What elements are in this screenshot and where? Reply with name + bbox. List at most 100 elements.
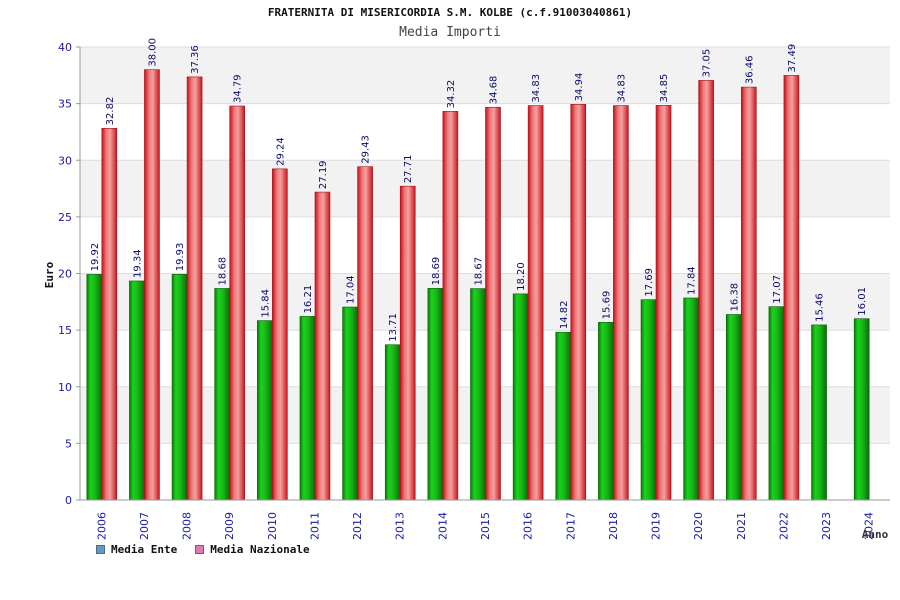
y-tick-label: 15 bbox=[58, 324, 72, 337]
bar-nazionale-2014 bbox=[442, 111, 459, 501]
data-label: 36.46 bbox=[744, 55, 755, 84]
bar-ente-2022 bbox=[768, 306, 785, 501]
chart-subtitle: Media Importi bbox=[399, 25, 501, 40]
bar-nazionale-2020 bbox=[698, 80, 714, 501]
y-axis: 0 5 10 15 20 25 30 35 40 bbox=[58, 41, 81, 507]
y-tick-label: 10 bbox=[58, 381, 72, 394]
bar-nazionale-2006 bbox=[101, 128, 118, 501]
bar-nazionale-2013 bbox=[399, 185, 416, 501]
x-axis: 2006 2007 2008 2009 2010 2011 2012 2013 2014 2015… bbox=[80, 499, 890, 540]
data-label: 34.83 bbox=[616, 74, 627, 103]
data-label: 16.38 bbox=[729, 283, 740, 312]
data-label: 29.24 bbox=[275, 137, 286, 166]
data-label: 15.46 bbox=[815, 293, 826, 322]
x-tick-label: 2008 bbox=[181, 512, 194, 540]
x-tick-label: 2016 bbox=[522, 512, 535, 540]
data-label: 37.36 bbox=[190, 45, 201, 74]
bar-ente-2019 bbox=[640, 299, 657, 501]
bar-nazionale-2007 bbox=[144, 69, 160, 501]
bar-ente-2023 bbox=[811, 324, 827, 501]
data-label: 19.92 bbox=[90, 243, 101, 272]
data-label: 34.32 bbox=[446, 80, 457, 109]
bar-nazionale-2018 bbox=[613, 105, 629, 501]
bar-ente-2008 bbox=[171, 273, 188, 501]
bar-ente-2009 bbox=[214, 288, 231, 501]
data-label: 17.84 bbox=[687, 266, 698, 295]
x-tick-label: 2020 bbox=[692, 512, 705, 540]
legend-item-nazionale: Media Nazionale bbox=[195, 543, 310, 556]
bar-ente-2024 bbox=[853, 318, 870, 501]
data-label: 34.79 bbox=[233, 74, 244, 103]
legend-label-nazionale: Media Nazionale bbox=[210, 543, 310, 556]
data-label: 18.20 bbox=[516, 262, 527, 291]
data-label: 14.82 bbox=[559, 301, 570, 330]
x-axis-label: Anno bbox=[862, 528, 889, 541]
x-tick-label: 2023 bbox=[820, 512, 833, 540]
bar-nazionale-2011 bbox=[314, 191, 331, 501]
data-label: 34.85 bbox=[659, 74, 670, 103]
bar-ente-2006 bbox=[86, 274, 103, 501]
data-label: 17.04 bbox=[346, 275, 357, 304]
data-label: 38.00 bbox=[147, 38, 158, 67]
y-axis-label: Euro bbox=[43, 261, 56, 288]
legend-label-ente: Media Ente bbox=[111, 543, 178, 556]
data-label: 15.69 bbox=[601, 291, 612, 320]
data-label: 16.21 bbox=[303, 285, 314, 314]
x-tick-label: 2017 bbox=[564, 512, 577, 540]
y-tick-label: 25 bbox=[58, 211, 72, 224]
y-tick-label: 35 bbox=[58, 98, 72, 111]
x-tick-label: 2022 bbox=[777, 512, 790, 540]
bar-nazionale-2022 bbox=[783, 75, 800, 501]
data-label: 15.84 bbox=[260, 289, 271, 318]
data-label: 37.49 bbox=[787, 44, 798, 73]
x-tick-label: 2012 bbox=[351, 512, 364, 540]
bar-nazionale-2021 bbox=[740, 86, 757, 501]
data-label: 32.82 bbox=[105, 97, 116, 126]
bar-nazionale-2019 bbox=[655, 105, 672, 501]
y-tick-label: 5 bbox=[65, 437, 72, 450]
chart-title: FRATERNITA DI MISERICORDIA S.M. KOLBE (c… bbox=[267, 6, 633, 19]
y-tick-label: 20 bbox=[58, 268, 72, 281]
bar-ente-2015 bbox=[470, 288, 486, 501]
x-tick-label: 2024 bbox=[863, 512, 876, 540]
bar-ente-2012 bbox=[342, 306, 358, 501]
legend: Media Ente Media Nazionale bbox=[96, 543, 310, 556]
bar-ente-2020 bbox=[683, 297, 699, 501]
x-tick-label: 2015 bbox=[479, 512, 492, 540]
x-tick-label: 2018 bbox=[607, 512, 620, 540]
data-label: 34.68 bbox=[489, 76, 500, 105]
data-label: 27.19 bbox=[318, 160, 329, 189]
x-tick-label: 2011 bbox=[308, 512, 321, 540]
data-label: 29.43 bbox=[361, 135, 372, 164]
data-label: 19.93 bbox=[175, 243, 186, 272]
data-label: 27.71 bbox=[403, 155, 414, 184]
data-label: 16.01 bbox=[857, 287, 868, 316]
bars-group bbox=[86, 69, 870, 501]
bar-nazionale-2009 bbox=[229, 105, 246, 501]
bar-nazionale-2016 bbox=[527, 105, 544, 501]
data-label: 18.68 bbox=[218, 257, 229, 286]
y-tick-label: 40 bbox=[58, 41, 72, 54]
data-label: 18.67 bbox=[474, 257, 485, 286]
bar-ente-2017 bbox=[555, 331, 572, 501]
x-tick-label: 2021 bbox=[735, 512, 748, 540]
bar-ente-2018 bbox=[598, 322, 614, 501]
data-label: 34.94 bbox=[574, 73, 585, 102]
data-label: 34.83 bbox=[531, 74, 542, 103]
bar-ente-2021 bbox=[725, 314, 742, 501]
bar-ente-2013 bbox=[384, 344, 401, 501]
bar-ente-2011 bbox=[299, 316, 316, 501]
bar-nazionale-2008 bbox=[186, 76, 203, 501]
x-tick-label: 2010 bbox=[266, 512, 279, 540]
data-label: 17.07 bbox=[772, 275, 783, 304]
bar-ente-2014 bbox=[427, 288, 444, 501]
x-tick-label: 2019 bbox=[650, 512, 663, 540]
y-tick-label: 30 bbox=[58, 154, 72, 167]
data-labels-group: 19.92 32.82 19.34 38.00 19.93 37.36 18.68 34.79… bbox=[90, 38, 868, 342]
data-label: 13.71 bbox=[388, 313, 399, 342]
data-label: 37.05 bbox=[702, 49, 713, 78]
legend-swatch-ente bbox=[96, 545, 105, 554]
y-tick-label: 0 bbox=[65, 494, 72, 507]
bar-nazionale-2015 bbox=[485, 106, 501, 501]
